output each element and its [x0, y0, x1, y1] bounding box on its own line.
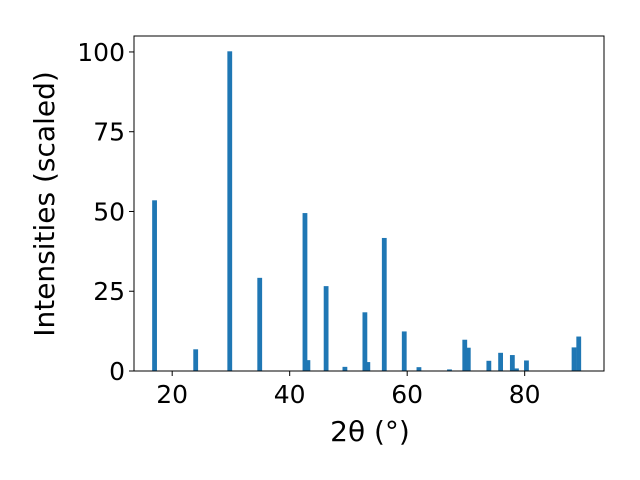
bar — [257, 277, 263, 371]
bar — [416, 367, 422, 371]
x-tick-label: 20 — [156, 380, 188, 409]
x-tick-label: 80 — [509, 380, 541, 409]
bar — [227, 51, 233, 372]
y-tick-label: 25 — [93, 277, 125, 306]
y-tick-label: 100 — [77, 38, 125, 67]
x-tick-label: 40 — [274, 380, 306, 409]
bar — [514, 368, 519, 371]
x-axis-ticks: 20 40 60 80 — [156, 371, 541, 409]
plot-frame — [133, 35, 605, 372]
y-axis-ticks: 0 25 50 75 100 — [77, 38, 134, 386]
bar — [462, 339, 468, 371]
y-tick-label: 50 — [93, 197, 125, 226]
bar — [342, 366, 348, 371]
x-axis-label: 2θ (°) — [330, 415, 410, 448]
y-tick-label: 0 — [109, 357, 125, 386]
bars — [152, 51, 582, 372]
bar — [365, 362, 371, 371]
x-tick-label: 60 — [391, 380, 423, 409]
bar — [305, 360, 311, 371]
bar — [524, 360, 529, 371]
bar — [509, 355, 515, 371]
y-tick-label: 75 — [93, 118, 125, 147]
bar — [323, 286, 329, 371]
bar — [152, 200, 157, 371]
bar — [498, 352, 503, 371]
bar — [465, 347, 471, 371]
bar — [401, 331, 407, 371]
bar — [362, 312, 368, 371]
bar — [486, 360, 492, 371]
bar — [193, 349, 199, 371]
y-axis-label: Intensities (scaled) — [28, 71, 61, 337]
bar — [447, 369, 452, 371]
bar — [302, 213, 308, 371]
bar — [381, 237, 387, 371]
bar — [571, 347, 577, 371]
bar — [576, 336, 582, 371]
